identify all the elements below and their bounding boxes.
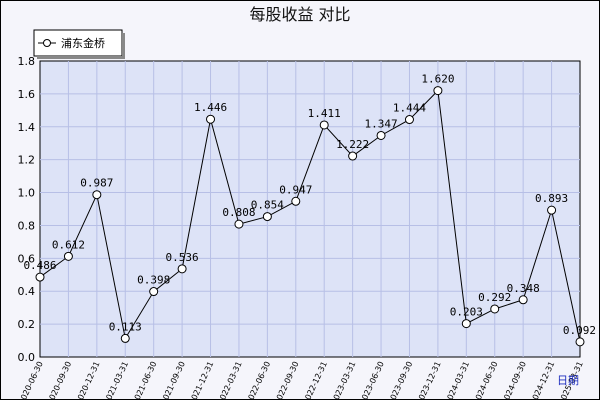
data-point-marker xyxy=(206,114,216,124)
data-value-label: 0.808 xyxy=(222,206,255,219)
x-tick-label: 2020-12-31 xyxy=(74,360,102,400)
y-tick-label: 0.4 xyxy=(18,285,36,298)
data-point-marker xyxy=(149,287,159,297)
data-point-marker xyxy=(63,251,73,261)
series-polyline xyxy=(39,89,581,342)
data-point-marker xyxy=(348,151,358,161)
x-tick-label: 2022-06-30 xyxy=(244,360,272,400)
x-tick-label: 2021-06-30 xyxy=(131,360,159,400)
data-value-label: 0.348 xyxy=(507,282,540,295)
x-tick-label: 2024-12-31 xyxy=(529,360,557,400)
data-value-label: 0.203 xyxy=(450,306,483,319)
data-point-marker xyxy=(575,337,585,347)
data-value-label: 0.854 xyxy=(251,199,284,212)
y-tick-label: 0.8 xyxy=(18,219,36,232)
data-point-marker xyxy=(35,272,45,282)
x-tick-label: 2021-12-31 xyxy=(188,360,216,400)
y-tick-label: 0.6 xyxy=(18,252,36,265)
x-tick-label: 2023-06-30 xyxy=(358,360,386,400)
data-point-marker xyxy=(234,219,244,229)
data-value-label: 0.612 xyxy=(52,238,85,251)
legend-entry-label: 浦东金桥 xyxy=(61,36,105,50)
y-tick-label: 1.8 xyxy=(18,55,36,68)
data-point-marker xyxy=(177,264,187,274)
data-value-label: 1.446 xyxy=(194,101,227,114)
plot-background xyxy=(39,60,581,358)
x-tick-label: 2024-06-30 xyxy=(472,360,500,400)
data-point-marker xyxy=(92,190,102,200)
x-tick-label: 2022-09-30 xyxy=(273,360,301,400)
data-point-marker xyxy=(547,205,557,215)
y-tick-label: 0.0 xyxy=(18,351,36,364)
x-tick-label: 2020-06-30 xyxy=(17,360,45,400)
data-point-marker xyxy=(120,333,130,343)
y-tick-label: 0.2 xyxy=(18,318,36,331)
data-value-label: 0.092 xyxy=(563,324,596,337)
data-labels: 0.486 0.612 0.987 0.113 0.398 0.536 1.446 0.808… xyxy=(23,73,596,337)
x-axis-ticks: 2020-06-30 2020-09-30 2020-12-31 2021-03-31… xyxy=(17,360,585,400)
y-tick-label: 1.6 xyxy=(18,88,36,101)
data-point-marker xyxy=(291,196,301,206)
x-tick-label: 2021-09-30 xyxy=(159,360,187,400)
data-value-label: 1.620 xyxy=(421,73,454,86)
x-axis-title: 日期 xyxy=(557,374,579,387)
x-tick-label: 2023-09-30 xyxy=(386,360,414,400)
data-value-label: 0.113 xyxy=(109,320,142,333)
x-tick-label: 2023-12-31 xyxy=(415,360,443,400)
data-value-label: 1.411 xyxy=(308,107,341,120)
x-tick-label: 2022-03-31 xyxy=(216,360,244,400)
series-line xyxy=(39,89,581,342)
x-tick-label: 2024-03-31 xyxy=(443,360,471,400)
x-tick-label: 2022-12-31 xyxy=(301,360,329,400)
y-tick-label: 1.0 xyxy=(18,187,36,200)
legend-marker-icon xyxy=(43,39,51,47)
data-value-label: 0.398 xyxy=(137,274,170,287)
data-point-marker xyxy=(262,212,272,222)
data-value-label: 0.947 xyxy=(279,183,312,196)
x-tick-label: 2024-09-30 xyxy=(500,360,528,400)
data-point-marker xyxy=(461,319,471,329)
data-value-label: 0.292 xyxy=(478,291,511,304)
data-value-label: 0.536 xyxy=(166,251,199,264)
data-value-label: 0.486 xyxy=(23,259,56,272)
legend-shadow-bottom xyxy=(37,56,125,59)
data-value-label: 0.987 xyxy=(80,177,113,190)
legend-shadow-right xyxy=(122,33,125,59)
data-value-label: 1.222 xyxy=(336,138,369,151)
chart-title: 每股收益 对比 xyxy=(249,5,350,24)
data-point-marker xyxy=(404,115,414,125)
y-tick-label: 1.4 xyxy=(18,121,36,134)
data-value-label: 0.893 xyxy=(535,192,568,205)
x-tick-label: 2021-03-31 xyxy=(102,360,130,400)
data-point-marker xyxy=(319,120,329,130)
y-axis-ticks: 0.0 0.2 0.4 0.6 0.8 1.0 1.2 1.4 1.6 1.8 xyxy=(18,55,36,364)
grid-lines xyxy=(40,61,580,357)
data-value-label: 1.347 xyxy=(364,117,397,130)
data-point-marker xyxy=(490,304,500,314)
x-tick-label: 2023-03-31 xyxy=(330,360,358,400)
x-tick-label: 2020-09-30 xyxy=(45,360,73,400)
data-point-marker xyxy=(518,295,528,305)
data-point-marker xyxy=(376,130,386,140)
series-points xyxy=(35,86,585,347)
plot-area xyxy=(39,60,581,358)
legend[interactable]: 浦东金桥 xyxy=(33,29,125,59)
data-point-marker xyxy=(433,86,443,96)
data-value-label: 1.444 xyxy=(393,102,426,115)
y-tick-label: 1.2 xyxy=(18,154,36,167)
